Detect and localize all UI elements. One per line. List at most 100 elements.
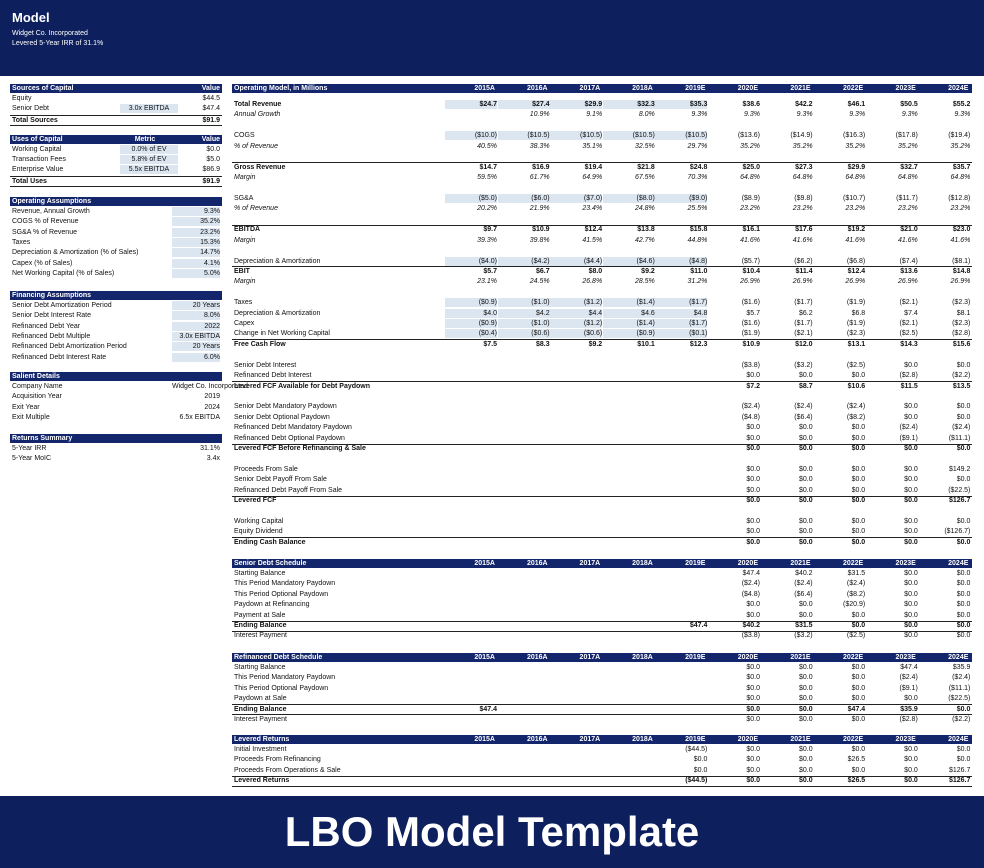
row-value: ($0.1) — [655, 329, 708, 339]
row-value: $6.2 — [798, 309, 813, 317]
row-label: Senior Debt Interest — [234, 361, 297, 369]
footer-title: LBO Model Template — [284, 808, 700, 855]
row-label: Total Revenue — [234, 101, 282, 108]
rule — [10, 185, 222, 187]
section-title: Operating Model, in Millions — [234, 85, 328, 92]
row-value: 23.2% — [172, 227, 220, 237]
year-header: 2020E — [737, 736, 758, 743]
row-value: ($44.5) — [685, 746, 708, 753]
row-value: 20 Years — [172, 301, 220, 310]
year-header: 2022E — [842, 85, 864, 92]
row-value: $0.0 — [956, 611, 971, 619]
row-value: ($4.8) — [741, 413, 760, 421]
row-value: 2022 — [172, 321, 220, 331]
row-value: 23.2% — [792, 205, 813, 213]
row-value: $50.5 — [900, 101, 918, 108]
row-value: $16.1 — [742, 226, 760, 234]
section-header — [10, 434, 222, 443]
year-header: 2020E — [737, 560, 758, 567]
row-value: 41.5% — [582, 236, 603, 244]
row-value: ($5.7) — [741, 257, 760, 265]
year-header: 2015A — [474, 736, 495, 743]
row-value: $19.2 — [847, 226, 866, 234]
row-value: ($2.3) — [952, 320, 971, 327]
row-value: $0.0 — [798, 465, 813, 473]
row-label: Proceeds From Refinancing — [234, 756, 321, 764]
row-label: Acquisition Year — [12, 393, 62, 401]
row-label: % of Revenue — [234, 205, 278, 213]
row-value: 15.3% — [172, 237, 220, 247]
row-value: $0.0 — [746, 611, 760, 619]
row-value: $0.0 — [904, 695, 918, 703]
row-value: 9.3% — [744, 111, 760, 119]
row-value: 24.8% — [634, 205, 655, 213]
row-label: Ending Cash Balance — [234, 538, 306, 546]
row-value: ($4.8) — [741, 590, 760, 598]
row-label: Starting Balance — [234, 664, 286, 671]
year-header: 2017A — [579, 560, 601, 567]
row-value: 9.3% — [172, 207, 220, 216]
column-header: Value — [201, 85, 220, 92]
row-label: Total Sources — [12, 116, 58, 124]
row-value: ($1.7) — [794, 299, 813, 307]
row-value: ($6.8) — [846, 257, 866, 265]
section-title: Uses of Capital — [12, 136, 63, 143]
row-value: $0.0 — [851, 476, 866, 484]
row-value: $0.0 — [798, 372, 813, 380]
row-value: $0.0 — [851, 611, 866, 619]
year-header: 2021E — [790, 654, 811, 661]
row-value: 64.8% — [950, 174, 971, 181]
row-value: $0.0 — [746, 486, 760, 494]
row-value: $0.0 — [956, 538, 971, 546]
section-header — [10, 197, 222, 206]
year-header: 2023E — [895, 654, 916, 661]
row-value: ($0.9) — [445, 298, 497, 308]
row-value: 3.4x — [206, 455, 220, 463]
row-label: Taxes — [234, 299, 253, 307]
row-value: ($11.1) — [948, 684, 971, 692]
row-value: ($2.4) — [794, 403, 813, 411]
row-label: Working Capital — [234, 518, 284, 525]
row-value: 38.3% — [529, 142, 550, 150]
row-value: 3.0x EBITDA — [172, 331, 220, 341]
row-value: ($2.1) — [899, 299, 918, 307]
row-value: $126.7 — [948, 766, 971, 774]
row-value: $0.0 — [798, 756, 813, 764]
row-label: Margin — [234, 174, 256, 181]
row-value: 26.9% — [950, 278, 971, 286]
row-value: $6.8 — [851, 309, 866, 317]
section-header — [232, 653, 972, 662]
row-value: $0.0 — [956, 756, 971, 764]
row-value: ($22.5) — [948, 486, 971, 494]
row-value: ($10.5) — [602, 131, 655, 141]
row-label: Enterprise Value — [12, 166, 64, 173]
row-value: $0.0 — [746, 538, 760, 546]
row-value: $12.4 — [847, 267, 866, 275]
row-value: $40.2 — [795, 570, 813, 577]
row-value: ($0.9) — [445, 319, 497, 328]
section-header — [10, 84, 222, 93]
row-value: ($6.4) — [794, 590, 813, 598]
year-header: 2019E — [685, 85, 706, 92]
row-value: $0.0 — [798, 746, 813, 753]
rule — [232, 339, 972, 341]
section-title: Returns Summary — [12, 435, 73, 442]
row-value: $0.0 — [206, 146, 220, 153]
row-value: $29.9 — [847, 163, 866, 171]
row-value: $0.0 — [904, 465, 918, 473]
row-label: Depreciation & Amortization — [234, 257, 321, 265]
row-value: ($1.9) — [741, 330, 760, 338]
row-value: ($1.9) — [846, 320, 866, 327]
row-value: $12.3 — [689, 340, 708, 348]
row-value: 64.8% — [792, 174, 813, 181]
row-value: ($1.2) — [550, 319, 603, 328]
row-value: ($2.3) — [846, 330, 866, 338]
row-label: Refinanced Debt Optional Paydown — [234, 434, 345, 442]
year-header: 2024E — [948, 560, 969, 567]
row-value: $0.0 — [904, 611, 918, 619]
row-value: $0.0 — [746, 424, 760, 432]
section-title: Financing Assumptions — [12, 292, 92, 299]
row-value: 64.9% — [582, 174, 603, 181]
row-label: Company Name — [12, 383, 63, 390]
row-value: $0.0 — [851, 674, 866, 682]
